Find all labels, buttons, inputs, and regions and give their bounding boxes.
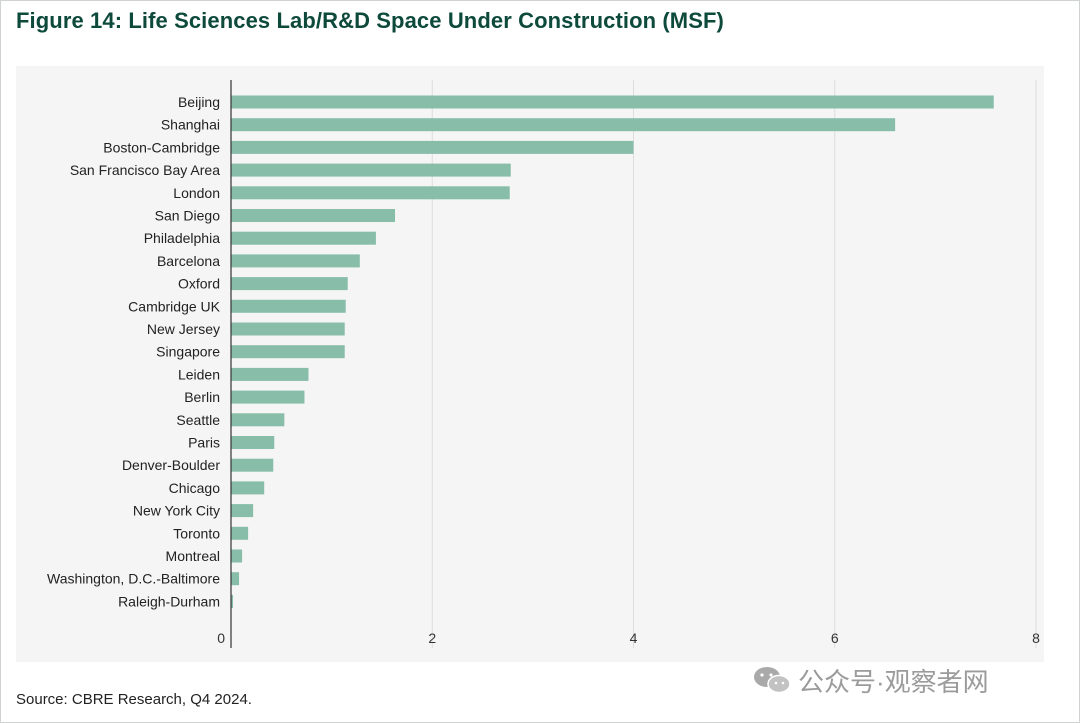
category-label: Shanghai bbox=[161, 117, 220, 133]
category-label: Chicago bbox=[169, 480, 221, 496]
bar bbox=[231, 504, 254, 518]
category-label: New Jersey bbox=[147, 321, 220, 337]
bar bbox=[231, 254, 360, 268]
category-label: Oxford bbox=[178, 276, 220, 292]
bar bbox=[231, 322, 345, 336]
bar bbox=[231, 209, 396, 222]
category-label: Montreal bbox=[166, 548, 220, 564]
category-label: Paris bbox=[188, 435, 220, 451]
category-label: Philadelphia bbox=[144, 230, 220, 246]
category-label: Berlin bbox=[184, 389, 220, 405]
category-label: Singapore bbox=[156, 344, 220, 360]
bar bbox=[231, 458, 274, 472]
category-label: Seattle bbox=[176, 412, 220, 428]
bar bbox=[231, 572, 240, 586]
category-label: Denver-Boulder bbox=[122, 457, 220, 473]
category-label: Barcelona bbox=[157, 253, 220, 269]
x-tick-label: 8 bbox=[1032, 630, 1040, 646]
bar bbox=[231, 118, 896, 132]
source-note: Source: CBRE Research, Q4 2024. bbox=[16, 691, 252, 708]
bar bbox=[231, 390, 305, 404]
category-label: Leiden bbox=[178, 366, 220, 382]
watermark: 公众号·观察者网 bbox=[752, 662, 989, 698]
chart-title: Figure 14: Life Sciences Lab/R&D Space U… bbox=[16, 8, 724, 33]
category-label: Boston-Cambridge bbox=[103, 139, 220, 155]
watermark-text: 公众号·观察者网 bbox=[798, 666, 989, 697]
bar bbox=[231, 413, 285, 427]
bar bbox=[231, 140, 634, 154]
category-label: Raleigh-Durham bbox=[118, 593, 220, 609]
x-tick-label: 4 bbox=[630, 630, 638, 646]
bar bbox=[231, 367, 309, 381]
bar bbox=[231, 481, 265, 495]
category-label: Cambridge UK bbox=[128, 298, 220, 314]
category-label: San Diego bbox=[155, 208, 221, 224]
category-label: New York City bbox=[133, 503, 220, 519]
category-label: San Francisco Bay Area bbox=[70, 162, 220, 178]
bar bbox=[231, 95, 994, 109]
bar bbox=[231, 163, 511, 177]
x-tick-label: 0 bbox=[217, 630, 225, 646]
bar bbox=[231, 186, 510, 200]
bar bbox=[231, 594, 234, 608]
category-label: Washington, D.C.-Baltimore bbox=[47, 571, 220, 587]
bar bbox=[231, 345, 345, 359]
bar bbox=[231, 549, 243, 563]
bar-chart: 0 2 4 6 8 Beijing Shanghai Boston-Cambridge San … bbox=[47, 80, 1040, 648]
x-tick-label: 2 bbox=[428, 630, 436, 646]
bar bbox=[231, 436, 275, 449]
category-label: Toronto bbox=[173, 525, 220, 541]
bar bbox=[231, 526, 249, 540]
category-label: London bbox=[173, 185, 220, 201]
bar bbox=[231, 277, 348, 291]
bar bbox=[231, 299, 346, 313]
category-label: Beijing bbox=[178, 94, 220, 110]
x-tick-label: 6 bbox=[831, 630, 839, 646]
plot-panel: 0 2 4 6 8 Beijing Shanghai Boston-Cambridge San … bbox=[16, 66, 1044, 662]
chat-bubbles-icon bbox=[754, 667, 791, 694]
bar bbox=[231, 231, 376, 245]
